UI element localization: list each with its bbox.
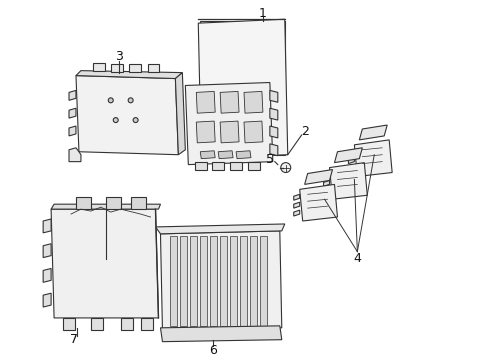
Polygon shape xyxy=(200,151,215,159)
Polygon shape xyxy=(69,126,76,136)
Polygon shape xyxy=(236,151,251,159)
Polygon shape xyxy=(51,209,158,318)
Polygon shape xyxy=(69,148,81,162)
Polygon shape xyxy=(323,180,329,186)
Polygon shape xyxy=(76,197,91,209)
Polygon shape xyxy=(294,194,300,200)
Polygon shape xyxy=(270,144,278,156)
Polygon shape xyxy=(294,210,300,216)
Polygon shape xyxy=(161,231,282,331)
Polygon shape xyxy=(196,162,207,170)
Polygon shape xyxy=(335,148,362,163)
Polygon shape xyxy=(230,162,242,170)
Polygon shape xyxy=(43,269,51,282)
Polygon shape xyxy=(190,236,197,326)
Polygon shape xyxy=(76,71,182,78)
Polygon shape xyxy=(230,236,237,326)
Polygon shape xyxy=(323,188,329,194)
Circle shape xyxy=(133,118,138,122)
Text: 1: 1 xyxy=(259,7,267,20)
Polygon shape xyxy=(43,219,51,233)
Polygon shape xyxy=(93,63,105,71)
Polygon shape xyxy=(305,170,333,184)
Polygon shape xyxy=(329,163,368,199)
Polygon shape xyxy=(106,197,121,209)
Polygon shape xyxy=(270,126,278,138)
Polygon shape xyxy=(240,236,247,326)
Text: 3: 3 xyxy=(115,50,122,63)
Polygon shape xyxy=(185,82,273,165)
Polygon shape xyxy=(76,76,178,155)
Polygon shape xyxy=(111,64,122,72)
Circle shape xyxy=(108,98,113,103)
Polygon shape xyxy=(248,162,260,170)
Polygon shape xyxy=(131,197,146,209)
Polygon shape xyxy=(359,125,387,140)
Polygon shape xyxy=(218,151,233,159)
Polygon shape xyxy=(43,293,51,307)
Polygon shape xyxy=(244,121,263,143)
Text: 2: 2 xyxy=(301,126,309,139)
Polygon shape xyxy=(141,318,152,330)
Polygon shape xyxy=(200,236,207,326)
Polygon shape xyxy=(180,236,187,326)
Circle shape xyxy=(113,118,118,122)
Polygon shape xyxy=(69,108,76,118)
Polygon shape xyxy=(250,236,257,326)
Polygon shape xyxy=(91,318,103,330)
Polygon shape xyxy=(129,64,141,72)
Polygon shape xyxy=(260,236,267,326)
Polygon shape xyxy=(294,202,300,208)
Polygon shape xyxy=(198,19,288,158)
Polygon shape xyxy=(175,73,185,155)
Polygon shape xyxy=(270,90,278,102)
Polygon shape xyxy=(220,91,239,113)
Text: 5: 5 xyxy=(266,153,274,166)
Polygon shape xyxy=(354,140,392,176)
Text: 4: 4 xyxy=(353,252,361,265)
Polygon shape xyxy=(121,318,133,330)
Polygon shape xyxy=(220,121,239,143)
Polygon shape xyxy=(69,90,76,100)
Text: 6: 6 xyxy=(209,344,217,357)
Polygon shape xyxy=(200,21,285,155)
Polygon shape xyxy=(43,244,51,258)
Polygon shape xyxy=(155,224,285,234)
Polygon shape xyxy=(244,91,263,113)
Polygon shape xyxy=(212,162,224,170)
Polygon shape xyxy=(348,158,354,163)
Polygon shape xyxy=(323,172,329,179)
Polygon shape xyxy=(300,184,338,221)
Polygon shape xyxy=(348,150,354,156)
Polygon shape xyxy=(63,318,75,330)
Polygon shape xyxy=(220,236,227,326)
Polygon shape xyxy=(171,236,177,326)
Polygon shape xyxy=(196,121,215,143)
Circle shape xyxy=(128,98,133,103)
Polygon shape xyxy=(348,166,354,171)
Polygon shape xyxy=(161,326,282,342)
Circle shape xyxy=(281,163,291,172)
Polygon shape xyxy=(51,204,161,209)
Text: 7: 7 xyxy=(70,333,78,346)
Polygon shape xyxy=(210,236,217,326)
Polygon shape xyxy=(147,64,159,72)
Polygon shape xyxy=(196,91,215,113)
Polygon shape xyxy=(270,108,278,120)
